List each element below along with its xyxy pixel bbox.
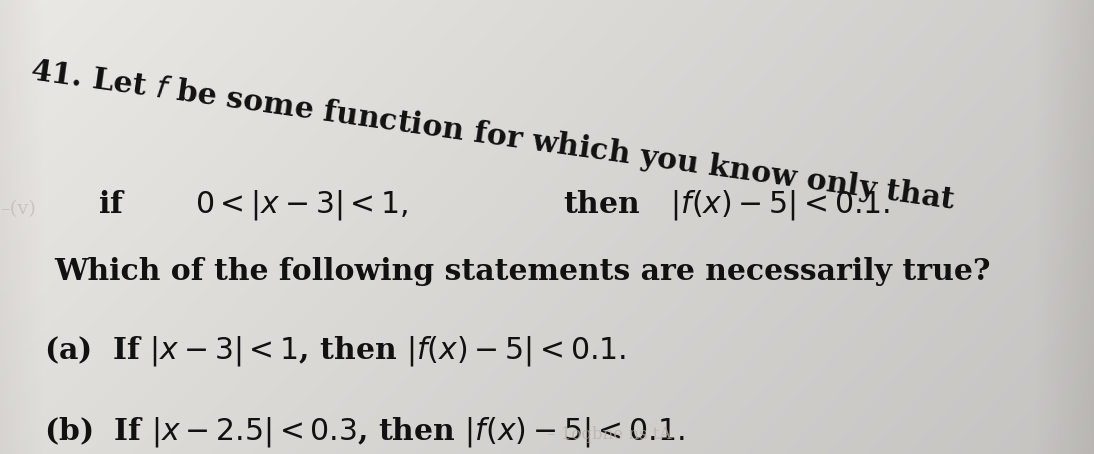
Text: Which of the following statements are necessarily true?: Which of the following statements are ne… xyxy=(55,257,991,286)
Text: (a)  If $|x - 3| < 1$, then $|f(x) - 5| < 0.1.$: (a) If $|x - 3| < 1$, then $|f(x) - 5| <… xyxy=(44,334,626,368)
Text: then   $|f(x) - 5| < 0.1.$: then $|f(x) - 5| < 0.1.$ xyxy=(563,188,891,222)
Text: if       $0 < |x - 3| < 1,$: if $0 < |x - 3| < 1,$ xyxy=(98,188,409,222)
Text: – 1oqbne ns tA: – 1oqbne ns tA xyxy=(547,426,672,443)
Text: –(v): –(v) xyxy=(0,200,36,218)
Text: 41. Let $f$ be some function for which you know only that: 41. Let $f$ be some function for which y… xyxy=(28,54,958,217)
Text: (b)  If $|x - 2.5| < 0.3$, then $|f(x) - 5| < 0.1.$: (b) If $|x - 2.5| < 0.3$, then $|f(x) - … xyxy=(44,415,685,449)
